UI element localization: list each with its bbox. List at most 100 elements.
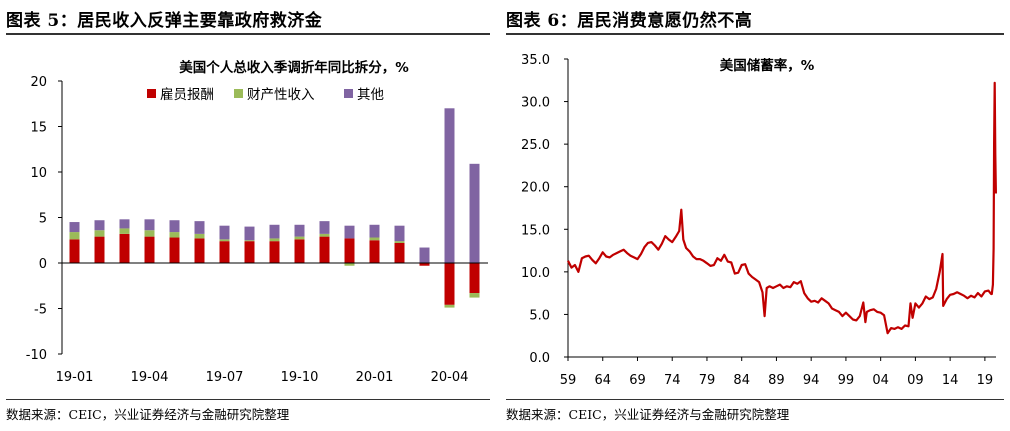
right-footer-rule [506,399,1004,400]
bar-segment-compensation [419,263,430,266]
bar-segment-other [144,219,155,231]
legend-label: 其他 [357,87,384,103]
left-y-tick-label: 10 [30,166,47,181]
bar-segment-other [94,220,105,231]
left-x-tick-label: 19-04 [131,370,169,385]
right-y-tick-label: 35.0 [521,53,550,68]
right-panel-header: 图表 6：居民消费意愿仍然不高 [506,11,753,31]
left-panel-header: 图表 5：居民收入反弹主要靠政府救济金 [6,11,323,31]
right-x-tick-label: 99 [838,373,855,388]
bar-segment-property-income [344,263,355,266]
legend-swatch [147,89,156,98]
legend-swatch [234,89,243,98]
left-chart-title: 美国个人总收入季调折年同比拆分，% [179,59,409,76]
right-y-tick-label: 10.0 [521,266,550,281]
right-source-note: 数据来源：CEIC，兴业证券经济与金融研究院整理 [506,407,790,422]
bar-segment-other [119,219,130,229]
right-y-tick-label: 25.0 [521,138,550,153]
bar-segment-property-income [294,236,305,240]
bar-segment-compensation [244,241,255,263]
bar-segment-other [294,224,305,237]
bar-segment-other [319,221,330,234]
bar-segment-compensation [69,239,80,263]
left-y-tick-label: -5 [34,303,47,318]
bar-segment-property-income [319,233,330,237]
bar-segment-compensation [294,239,305,263]
right-x-tick-label: 79 [699,373,716,388]
bar-segment-compensation [94,236,105,263]
bar-segment-property-income [394,241,405,243]
left-header-rule [6,33,490,35]
left-source-note: 数据来源：CEIC，兴业证券经济与金融研究院整理 [6,407,290,422]
bar-segment-property-income [144,230,155,237]
left-y-tick-label: 5 [39,212,47,227]
bar-segment-other [469,163,480,263]
left-x-tick-label: 19-01 [56,370,94,385]
bar-segment-other [194,221,205,234]
right-header-rule [506,33,1004,35]
right-x-tick-label: 94 [803,373,820,388]
left-y-tick-label: 20 [30,75,47,90]
legend-label: 雇员报酬 [160,86,214,103]
bar-segment-compensation [319,236,330,263]
right-x-tick-label: 89 [768,373,785,388]
bar-segment-compensation [394,242,405,263]
bar-segment-compensation [369,240,380,263]
bar-segment-compensation [144,236,155,263]
bar-segment-compensation [119,233,130,263]
right-y-tick-label: 0.0 [529,351,550,366]
right-x-tick-label: 09 [907,373,924,388]
right-y-tick-label: 20.0 [521,181,550,196]
bar-segment-compensation [344,238,355,263]
bar-segment-other [169,220,180,233]
bar-segment-property-income [169,232,180,238]
left-x-tick-label: 19-10 [281,370,319,385]
bar-segment-compensation [444,263,455,305]
bar-segment-compensation [219,241,230,263]
left-x-tick-label: 19-07 [206,370,244,385]
right-x-tick-label: 74 [664,373,681,388]
right-y-tick-label: 5.0 [529,308,550,323]
bar-segment-property-income [269,238,280,242]
left-chart-panel: 图表 5：居民收入反弹主要靠政府救济金 美国个人总收入季调折年同比拆分，% -10… [0,0,500,431]
bar-segment-other [419,247,430,263]
right-x-tick-label: 69 [629,373,646,388]
right-chart-panel: 图表 6：居民消费意愿仍然不高 美国储蓄率，% 0.0 5.0 10.0 15.0 20.… [500,0,1010,431]
bar-segment-other [69,222,80,233]
bar-segment-property-income [194,233,205,239]
savings-rate-chart: 美国储蓄率，% 0.0 5.0 10.0 15.0 20.0 25.0 30.0 35.0 59 6… [521,53,997,388]
left-y-tick-label: 15 [30,121,47,136]
bar-segment-compensation [169,237,180,263]
legend-label: 财产性收入 [247,87,315,103]
bar-segment-other [244,226,255,241]
bar-segment-other [444,108,455,263]
savings-rate-line [567,81,997,335]
bar-segment-property-income [244,240,255,242]
legend-swatch [344,89,353,98]
bar-segment-property-income [469,293,480,298]
left-x-tick-label: 20-04 [431,370,469,385]
left-y-tick-label: 0 [39,257,47,272]
right-x-tick-label: 64 [594,373,611,388]
bar-segment-other [269,224,280,239]
right-x-tick-label: 14 [942,373,959,388]
bar-segment-property-income [369,237,380,241]
bar-segment-other [369,224,380,238]
bar-segment-property-income [444,304,455,308]
bar-segment-compensation [469,263,480,294]
right-y-tick-label: 30.0 [521,96,550,111]
right-chart-title: 美国储蓄率，% [720,57,815,74]
bar-segment-property-income [219,239,230,242]
bar-segment-property-income [119,228,130,234]
bar-segment-other [219,225,230,240]
right-x-tick-label: 59 [560,373,577,388]
bar-segment-other [344,225,355,239]
left-y-tick-label: -10 [26,348,47,363]
bar-segment-property-income [69,232,80,240]
right-x-tick-label: 19 [977,373,994,388]
bar-segment-compensation [269,241,280,263]
right-x-tick-label: 84 [733,373,750,388]
left-footer-rule [6,399,490,400]
income-breakdown-chart: 美国个人总收入季调折年同比拆分，% -10 -5 0 5 10 15 20 19-01 19-04… [26,59,488,385]
bar-segment-compensation [194,238,205,263]
